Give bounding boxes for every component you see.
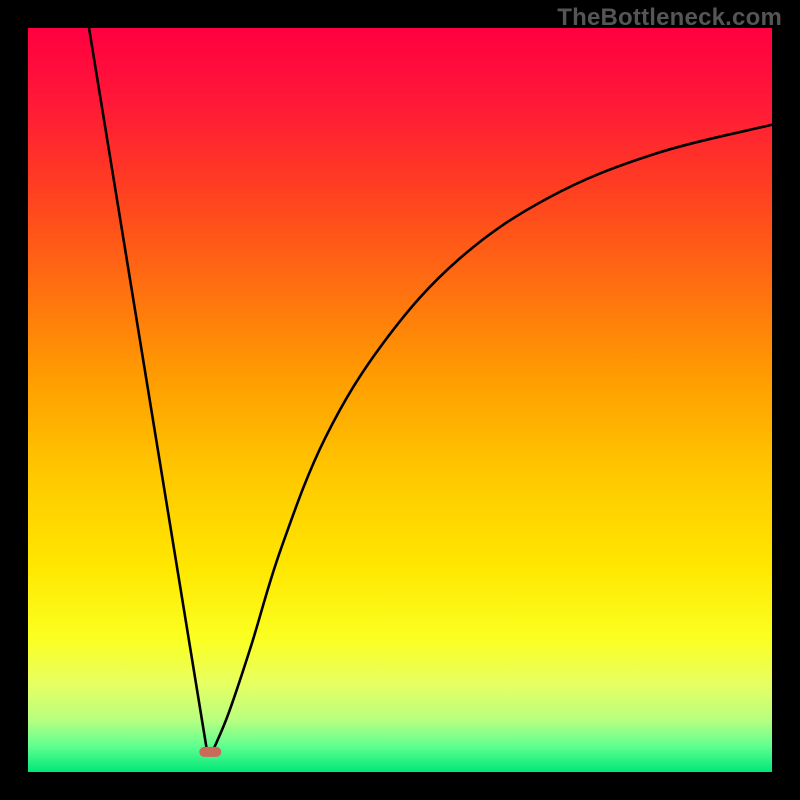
chart-frame: TheBottleneck.com — [0, 0, 800, 800]
watermark-text: TheBottleneck.com — [557, 4, 782, 32]
chart-canvas — [0, 0, 800, 800]
gradient-background — [28, 28, 772, 772]
minimum-marker — [199, 747, 221, 757]
